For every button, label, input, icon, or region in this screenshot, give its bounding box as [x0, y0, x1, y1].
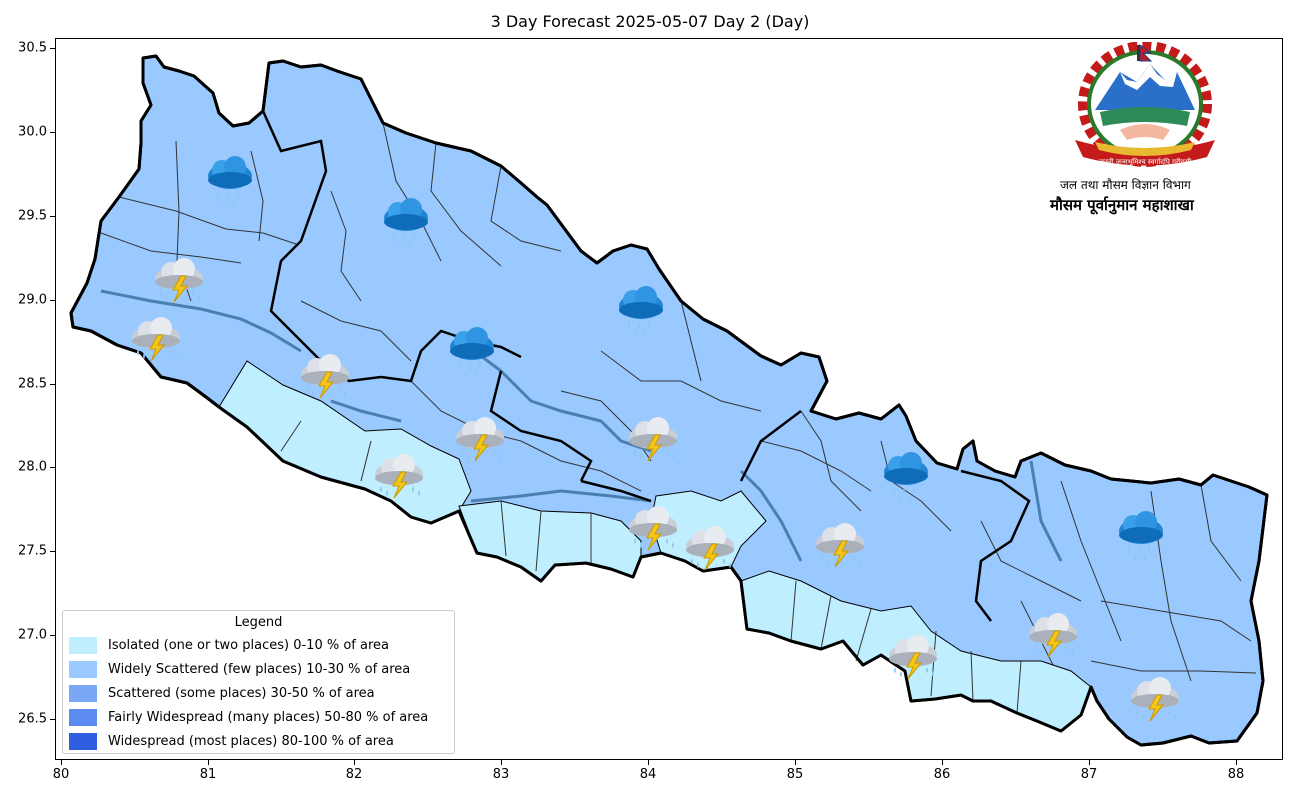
district-boundaries: [100, 122, 1257, 682]
legend-item-widespread: Widespread (most places) 80-100 % of are…: [69, 731, 394, 751]
x-tick-label: 83: [492, 767, 510, 782]
y-tick-label: 29.5: [18, 208, 47, 224]
y-tick-mark: [50, 384, 55, 385]
thunderstorm-icon: [682, 522, 738, 578]
y-tick-label: 30.0: [18, 124, 47, 140]
y-tick-mark: [50, 300, 55, 301]
national-boundary: [69, 54, 1269, 747]
legend-label: Widely Scattered (few places) 10-30 % of…: [108, 661, 411, 677]
y-tick-label: 28.0: [18, 459, 47, 475]
thunderstorm-icon: [812, 519, 868, 575]
x-tick-mark: [208, 760, 209, 765]
y-tick-mark: [50, 216, 55, 217]
emblem-motto: जननी जन्मभूमिश्च स्वर्गादपि गरीयसी: [1099, 157, 1192, 166]
thunderstorm-icon: [297, 350, 353, 406]
x-tick-mark: [1236, 760, 1237, 765]
rain-cloud-icon: [613, 284, 669, 340]
x-tick-label: 84: [639, 767, 657, 782]
y-tick-mark: [50, 467, 55, 468]
y-tick-label: 27.5: [18, 543, 47, 559]
thunderstorm-icon: [625, 502, 681, 558]
legend-swatch: [69, 684, 97, 702]
legend-label: Fairly Widespread (many places) 50-80 % …: [108, 709, 429, 725]
legend-title: Legend: [234, 615, 283, 630]
rain-cloud-icon: [1113, 509, 1169, 565]
legend-label: Isolated (one or two places) 0-10 % of a…: [108, 637, 389, 653]
legend-item-widely-scattered: Widely Scattered (few places) 10-30 % of…: [69, 659, 410, 679]
legend-label: Scattered (some places) 30-50 % of area: [108, 685, 375, 701]
x-tick-mark: [648, 760, 649, 765]
y-tick-mark: [50, 132, 55, 133]
y-tick-mark: [50, 48, 55, 49]
x-tick-label: 86: [933, 767, 951, 782]
x-tick-label: 87: [1080, 767, 1098, 782]
thunderstorm-icon: [1025, 609, 1081, 665]
legend-swatch: [69, 732, 97, 750]
map-title: 3 Day Forecast 2025-05-07 Day 2 (Day): [490, 12, 810, 31]
legend-item-isolated: Isolated (one or two places) 0-10 % of a…: [69, 635, 389, 655]
y-tick-label: 29.0: [18, 292, 47, 308]
legend-item-fairly-widespread: Fairly Widespread (many places) 50-80 % …: [69, 707, 428, 727]
thunderstorm-icon: [885, 631, 941, 687]
x-tick-label: 81: [199, 767, 217, 782]
y-tick-label: 26.5: [18, 711, 47, 727]
x-tick-mark: [354, 760, 355, 765]
x-tick-label: 80: [52, 767, 70, 782]
y-tick-mark: [50, 719, 55, 720]
x-tick-mark: [1089, 760, 1090, 765]
thunderstorm-icon: [128, 313, 184, 369]
thunderstorm-icon: [371, 450, 427, 506]
rain-cloud-icon: [444, 325, 500, 381]
x-tick-mark: [501, 760, 502, 765]
x-tick-label: 88: [1227, 767, 1245, 782]
legend-label: Widespread (most places) 80-100 % of are…: [108, 733, 394, 749]
x-tick-mark: [61, 760, 62, 765]
x-tick-mark: [942, 760, 943, 765]
rain-cloud-icon: [378, 196, 434, 252]
rain-cloud-icon: [878, 450, 934, 506]
legend-box: Legend Isolated (one or two places) 0-10…: [62, 610, 455, 754]
x-tick-label: 85: [786, 767, 804, 782]
rain-cloud-icon: [202, 154, 258, 210]
legend-swatch: [69, 636, 97, 654]
thunderstorm-icon: [1127, 673, 1183, 729]
thunderstorm-icon: [625, 413, 681, 469]
division-name: मौसम पूर्वानुमान महाशाखा: [1050, 196, 1194, 214]
thunderstorm-icon: [151, 254, 207, 310]
y-tick-mark: [50, 635, 55, 636]
x-tick-mark: [795, 760, 796, 765]
department-name: जल तथा मौसम विज्ञान विभाग: [1060, 178, 1191, 192]
terai-district-lines: [280, 420, 1022, 714]
thunderstorm-icon: [452, 413, 508, 469]
y-tick-label: 28.5: [18, 376, 47, 392]
nepal-government-emblem: जननी जन्मभूमिश्च स्वर्गादपि गरीयसी: [1065, 41, 1225, 177]
y-tick-mark: [50, 551, 55, 552]
x-tick-label: 82: [345, 767, 363, 782]
legend-item-scattered: Scattered (some places) 30-50 % of area: [69, 683, 375, 703]
emblem-graphic: जननी जन्मभूमिश्च स्वर्गादपि गरीयसी: [1075, 41, 1215, 167]
y-tick-label: 27.0: [18, 627, 47, 643]
legend-swatch: [69, 660, 97, 678]
y-tick-label: 30.5: [18, 40, 47, 56]
legend-swatch: [69, 708, 97, 726]
